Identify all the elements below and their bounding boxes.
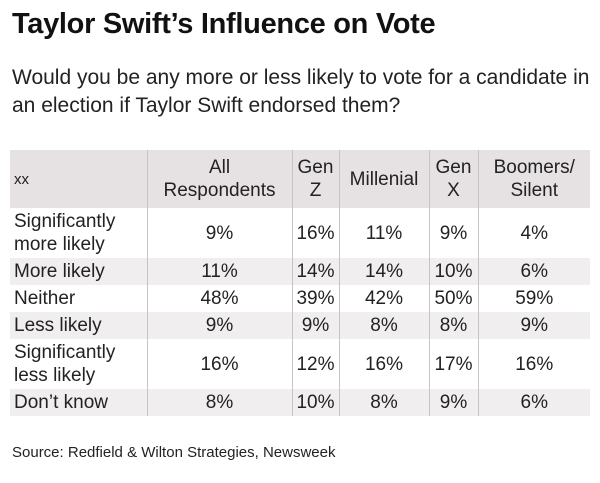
column-header: Gen Z — [292, 150, 340, 208]
table-cell: 48% — [147, 285, 293, 312]
table-cell: 16% — [292, 208, 340, 258]
table-cell: 6% — [520, 392, 548, 413]
table-cell: 4% — [520, 222, 548, 244]
table-cell: 8% — [339, 312, 430, 339]
table-cell: 9% — [292, 312, 340, 339]
row-label: Neither — [10, 285, 148, 312]
table-cell: 11% — [339, 208, 430, 258]
row-label: Significantly more likely — [10, 208, 148, 258]
table-row: Don’t know 8% 10% 8% 9% 6% — [10, 389, 590, 416]
table-cell: 14% — [292, 258, 340, 285]
column-header: Gen X — [429, 150, 479, 208]
column-header: Boomers/ Silent — [493, 157, 575, 201]
column-header: xx — [10, 150, 148, 208]
row-label: Less likely — [10, 312, 148, 339]
table-cell: 17% — [429, 339, 479, 389]
table-cell: 8% — [147, 389, 293, 416]
table-cell: 10% — [429, 258, 479, 285]
row-label: More likely — [10, 258, 148, 285]
table-cell: 16% — [147, 339, 293, 389]
table-cell: 42% — [339, 285, 430, 312]
table-cell: 59% — [515, 288, 554, 309]
table-cell: 9% — [429, 389, 479, 416]
table-cell: 16% — [515, 353, 554, 375]
column-header: Millenial — [339, 150, 430, 208]
table-cell: 39% — [292, 285, 340, 312]
table-row: More likely 11% 14% 14% 10% 6% — [10, 258, 590, 285]
table-row: Significantly less likely 16% 12% 16% 17… — [10, 339, 590, 389]
survey-question: Would you be any more or less likely to … — [12, 66, 590, 117]
row-label: Don’t know — [10, 389, 148, 416]
table-cell: 16% — [339, 339, 430, 389]
row-label: Significantly less likely — [10, 339, 148, 389]
table-cell: 9% — [520, 315, 548, 336]
table-row: Significantly more likely 9% 16% 11% 9% … — [10, 208, 590, 258]
column-header: All Respondents — [147, 150, 293, 208]
page-title: Taylor Swift’s Influence on Vote — [12, 8, 436, 40]
results-table: xx All Respondents Gen Z Millenial Gen X… — [10, 150, 590, 416]
table-cell: 14% — [339, 258, 430, 285]
table-cell: 12% — [292, 339, 340, 389]
table-cell: 8% — [429, 312, 479, 339]
table-row: Neither 48% 39% 42% 50% 59% — [10, 285, 590, 312]
table-cell: 11% — [147, 258, 293, 285]
table-cell: 10% — [292, 389, 340, 416]
table-cell: 9% — [147, 312, 293, 339]
table-cell: 50% — [429, 285, 479, 312]
table-cell: 8% — [339, 389, 430, 416]
source-note: Source: Redfield & Wilton Strategies, Ne… — [12, 444, 336, 461]
table-cell: 9% — [147, 208, 293, 258]
table-row: Less likely 9% 9% 8% 8% 9% — [10, 312, 590, 339]
table-cell: 9% — [429, 208, 479, 258]
header-row: xx All Respondents Gen Z Millenial Gen X… — [10, 150, 590, 208]
table-cell: 6% — [520, 261, 548, 282]
